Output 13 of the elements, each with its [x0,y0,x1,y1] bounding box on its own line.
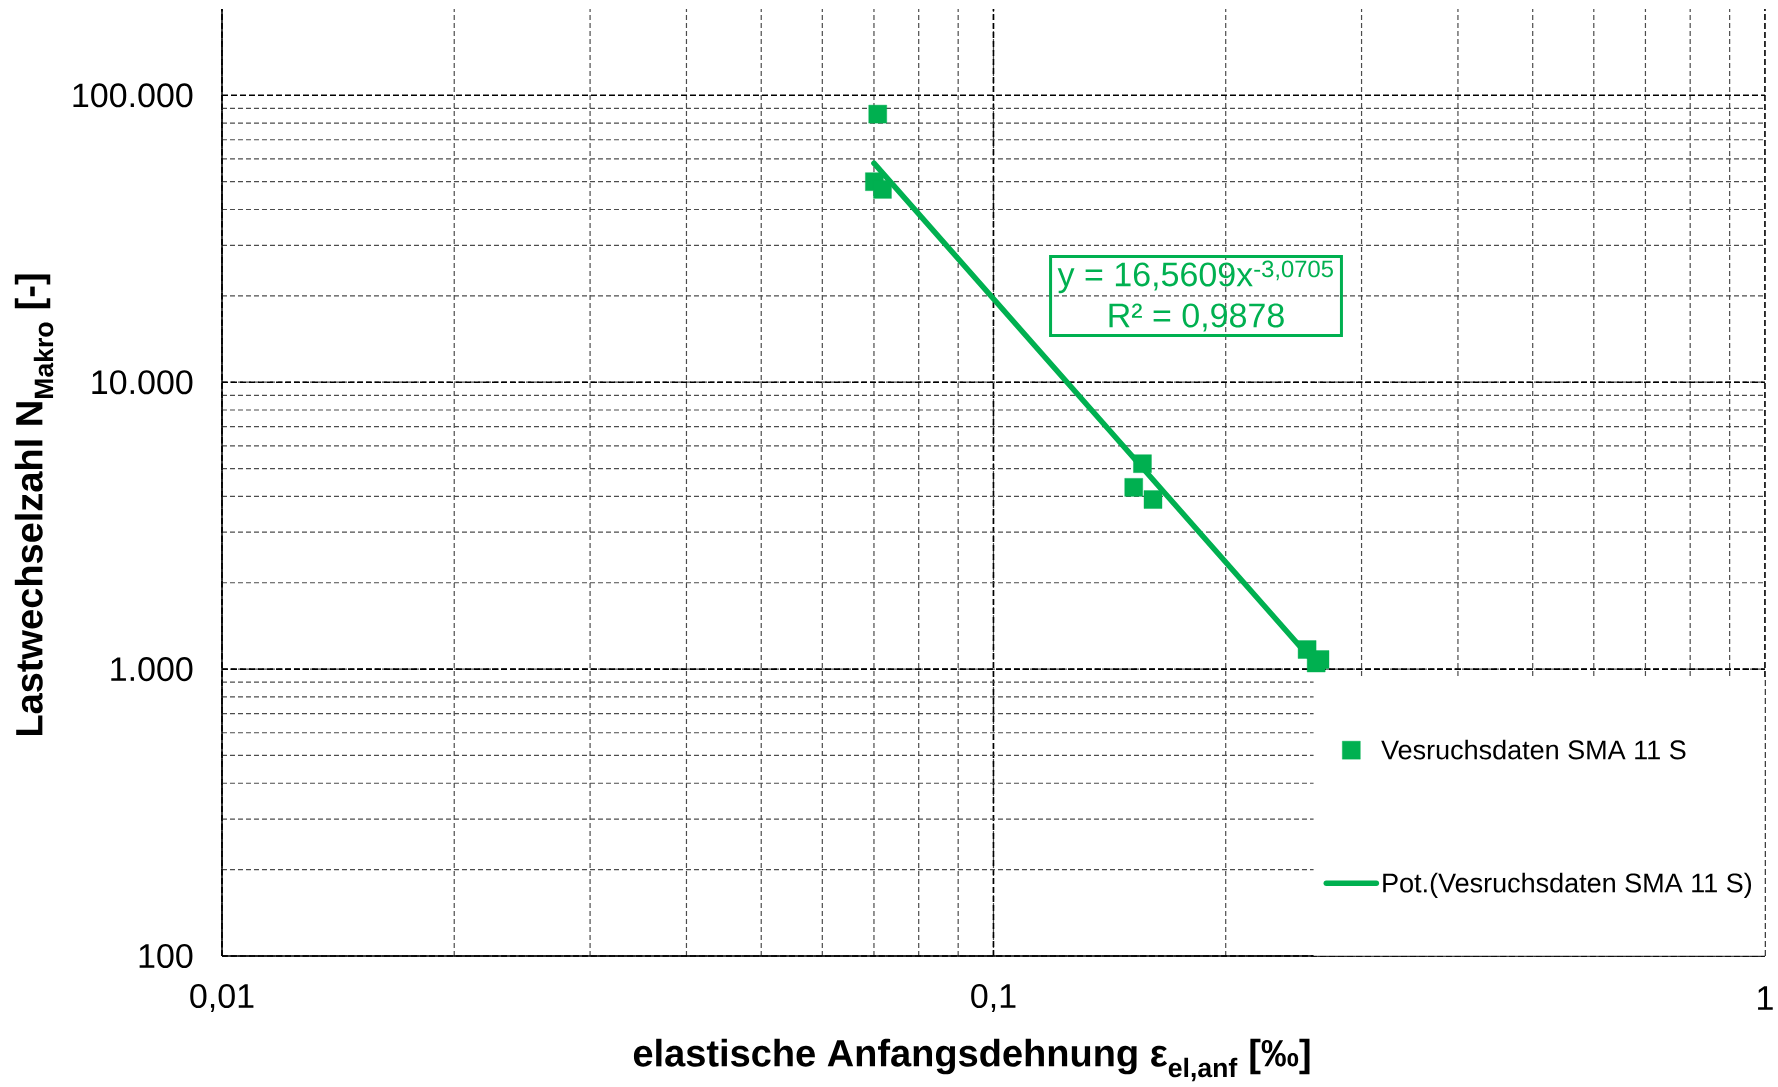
annotation: y = 16,5609x$^{-3,0705}$ [1057,260,1333,294]
legend-label: Pot.(Vesruchsdaten SMA 11 S) [1383,872,1752,898]
annotation: R² = 0,9878 [1109,303,1284,332]
x-axis-title: elastische Anfangsdehnung ε$_{el,anf}$ [‰] [633,1038,1310,1082]
x-tick-label: 0,01 [190,983,254,1013]
y-axis-title: Lastwechselzahl N$_{Makro}$ [-] [14,274,54,736]
x-tick-label: 0,1 [971,983,1016,1013]
x-tick-label: 1 [1758,986,1773,1010]
legend-label: Vesruchsdaten SMA 11 S [1381,739,1686,760]
y-tick-label: 1.000 [111,657,193,682]
y-tick-label: 100.000 [73,83,193,108]
y-tick-label: 100 [139,943,193,969]
y-tick-label: 10.000 [92,370,193,395]
